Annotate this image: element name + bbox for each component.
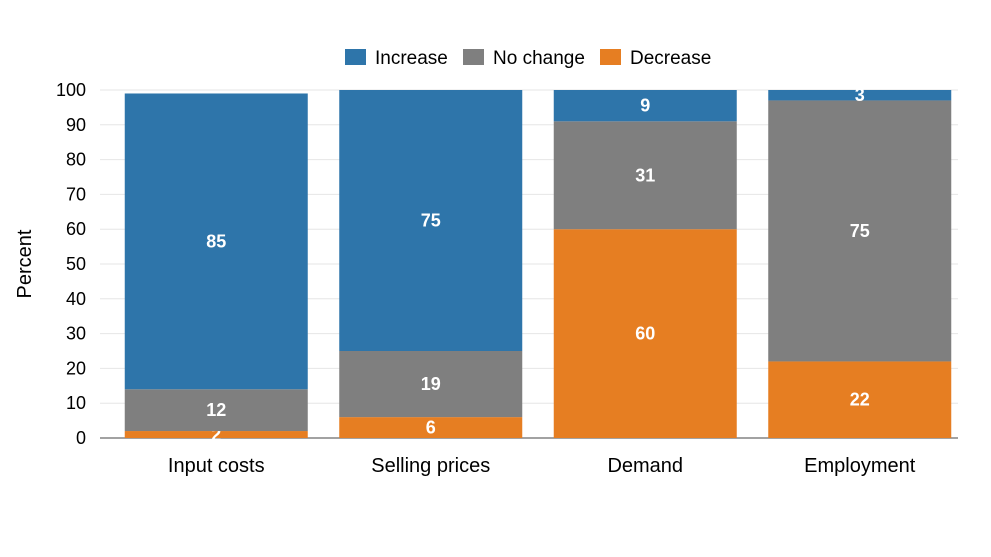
bar-segment-no-change	[768, 100, 952, 362]
bar-segment-increase	[339, 90, 523, 351]
data-label: 6	[426, 418, 436, 438]
data-label: 75	[421, 211, 441, 231]
legend-swatch-decrease	[600, 49, 621, 65]
data-label: 9	[640, 96, 650, 116]
x-tick-label: Selling prices	[371, 455, 490, 477]
x-tick-label: Input costs	[168, 455, 265, 477]
data-label: 75	[850, 221, 870, 241]
bar-segment-decrease	[553, 229, 737, 438]
bar-segment-increase	[553, 90, 737, 122]
x-tick-label: Employment	[804, 455, 916, 477]
y-tick-label: 50	[66, 254, 86, 274]
y-tick-label: 70	[66, 184, 86, 204]
data-label: 2	[211, 425, 221, 445]
y-tick-label: 80	[66, 150, 86, 170]
bar-segment-no-change	[124, 389, 308, 432]
legend-label: Decrease	[630, 48, 711, 69]
y-tick-label: 100	[56, 80, 86, 100]
bar-segment-decrease	[124, 431, 308, 438]
data-label: 19	[421, 374, 441, 394]
y-tick-label: 60	[66, 219, 86, 239]
y-tick-label: 20	[66, 358, 86, 378]
data-label: 60	[635, 324, 655, 344]
x-axis: Input costs Selling prices Demand Employmen…	[168, 455, 916, 477]
y-axis-label: Percent	[14, 229, 36, 298]
x-tick-label: Demand	[607, 455, 683, 477]
bars: 2 12 85 6 19 75 60 31 9 22 75 3	[124, 85, 952, 445]
data-label: 3	[855, 85, 865, 105]
data-label: 31	[635, 165, 655, 185]
legend-label: No change	[493, 48, 585, 69]
y-tick-label: 90	[66, 115, 86, 135]
bar-segment-no-change	[553, 121, 737, 230]
legend-swatch-no-change	[463, 49, 484, 65]
data-label: 85	[206, 231, 226, 251]
y-tick-label: 30	[66, 324, 86, 344]
bar-segment-no-change	[339, 351, 523, 418]
data-label: 22	[850, 390, 870, 410]
legend-swatch-increase	[345, 49, 366, 65]
y-tick-label: 40	[66, 289, 86, 309]
y-axis: 0 10 20 30 40 50 60 70 80 90 100	[56, 80, 958, 448]
bar-segment-increase	[768, 90, 952, 101]
y-tick-label: 0	[76, 428, 86, 448]
data-label: 12	[206, 400, 226, 420]
y-tick-label: 10	[66, 393, 86, 413]
legend: Increase No change Decrease	[345, 48, 711, 69]
legend-label: Increase	[375, 48, 448, 69]
bar-segment-decrease	[768, 361, 952, 438]
bar-segment-increase	[124, 93, 308, 390]
bar-segment-decrease	[339, 417, 523, 438]
